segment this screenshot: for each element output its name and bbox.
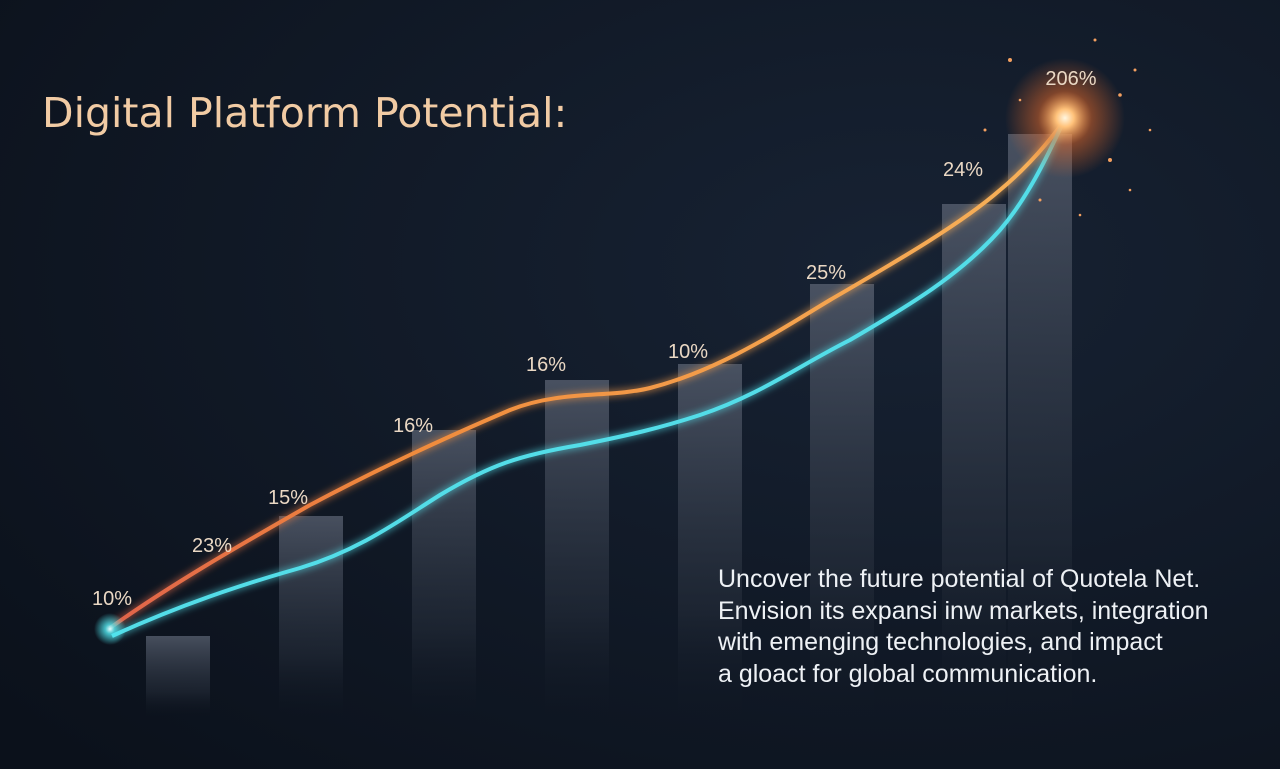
sparkle bbox=[1133, 68, 1137, 72]
point-label: 10% bbox=[668, 341, 708, 363]
description-line: Uncover the future potential of Quotela … bbox=[718, 565, 1200, 593]
title: Digital Platform Potential: bbox=[42, 89, 567, 137]
sparkle bbox=[1018, 98, 1022, 102]
description-line: Envision its expansi inw markets, integr… bbox=[718, 597, 1209, 625]
bar bbox=[146, 636, 210, 716]
sparkle bbox=[1093, 38, 1097, 42]
orange-curve bbox=[108, 118, 1067, 630]
bar bbox=[678, 364, 742, 716]
point-label: 23% bbox=[192, 535, 232, 557]
sparkle bbox=[1118, 93, 1122, 97]
sparkles bbox=[983, 38, 1152, 217]
end-burst bbox=[1005, 58, 1125, 178]
description: Uncover the future potential of Quotela … bbox=[717, 565, 1209, 688]
start-glow bbox=[94, 613, 126, 645]
sparkle bbox=[1128, 188, 1132, 192]
description-line: with emenging technologies, and impact bbox=[717, 628, 1163, 656]
bar bbox=[545, 380, 609, 716]
point-label: 16% bbox=[526, 354, 566, 376]
bar bbox=[942, 204, 1006, 716]
sparkle bbox=[1148, 128, 1152, 132]
point-label: 16% bbox=[393, 415, 433, 437]
point-label: 15% bbox=[268, 487, 308, 509]
cyan-curve bbox=[111, 124, 1064, 638]
sparkle bbox=[1078, 213, 1082, 217]
point-label: 10% bbox=[92, 588, 132, 610]
sparkle bbox=[983, 128, 987, 132]
description-line: a gloact for global communication. bbox=[718, 660, 1097, 688]
sparkle bbox=[1108, 158, 1112, 162]
sparkle bbox=[1008, 58, 1012, 62]
sparkle bbox=[1038, 198, 1042, 202]
bar bbox=[1008, 134, 1072, 716]
bars bbox=[146, 134, 1072, 716]
point-labels: 10% 23% 15% 16% 16% 10% 25% 24% 206% bbox=[92, 68, 1097, 610]
point-label: 25% bbox=[806, 262, 846, 284]
point-label: 206% bbox=[1045, 68, 1096, 90]
bar bbox=[279, 516, 343, 716]
bar bbox=[412, 430, 476, 716]
point-label: 24% bbox=[943, 159, 983, 181]
